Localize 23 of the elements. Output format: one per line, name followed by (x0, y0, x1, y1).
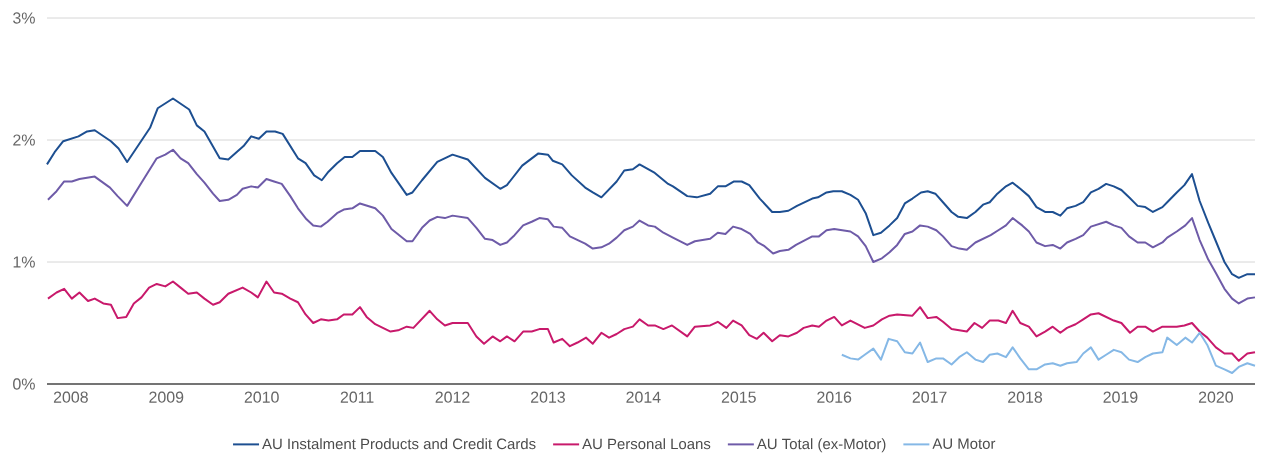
line-series (46, 97, 1256, 279)
x-tick-label: 2016 (817, 391, 852, 403)
x-tick-label: 2012 (435, 391, 470, 403)
legend-label: AU Personal Loans (582, 438, 711, 450)
x-tick-label: 2019 (1103, 391, 1138, 403)
x-tick-label: 2017 (912, 391, 947, 403)
y-tick-label: 2% (13, 134, 35, 146)
x-tick-label: 2010 (244, 391, 279, 403)
line-series (840, 331, 1256, 375)
y-tick-label: 0% (13, 378, 35, 390)
y-tick-label: 1% (13, 256, 35, 268)
x-tick-label: 2014 (626, 391, 661, 403)
legend-label: AU Motor (932, 438, 996, 449)
legend-label: AU Instalment Products and Credit Cards (262, 438, 536, 450)
x-tick-label: 2011 (340, 391, 374, 403)
x-tick-label: 2008 (53, 391, 88, 403)
x-tick-label: 2009 (149, 391, 184, 403)
x-tick-label: 2018 (1008, 391, 1043, 403)
x-tick-label: 2015 (721, 391, 756, 403)
y-tick-label: 3% (13, 12, 35, 24)
x-tick-label: 2013 (531, 391, 565, 403)
legend-label: AU Total (ex-Motor) (756, 438, 886, 453)
x-tick-label: 2020 (1198, 391, 1233, 403)
